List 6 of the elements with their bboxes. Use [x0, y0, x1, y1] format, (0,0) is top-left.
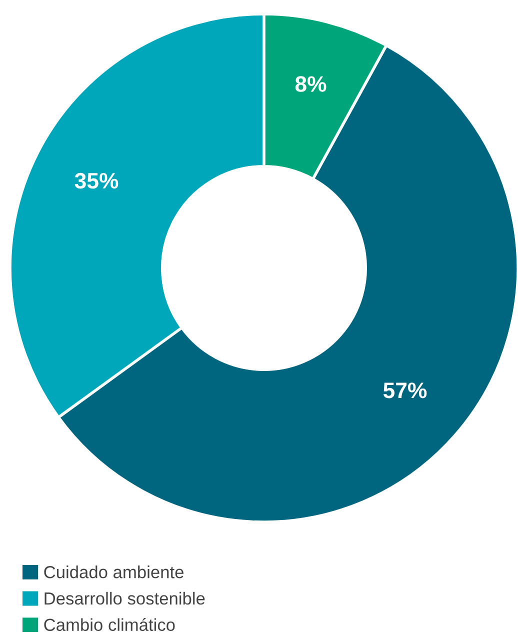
data-label: 8% — [295, 76, 326, 92]
data-label: 57% — [383, 382, 427, 398]
legend-label: Cambio climático — [44, 618, 175, 631]
data-label: 35% — [74, 172, 118, 189]
legend-label: Cuidado ambiente — [44, 566, 184, 578]
legend-label: Desarrollo sostenible — [44, 592, 205, 605]
